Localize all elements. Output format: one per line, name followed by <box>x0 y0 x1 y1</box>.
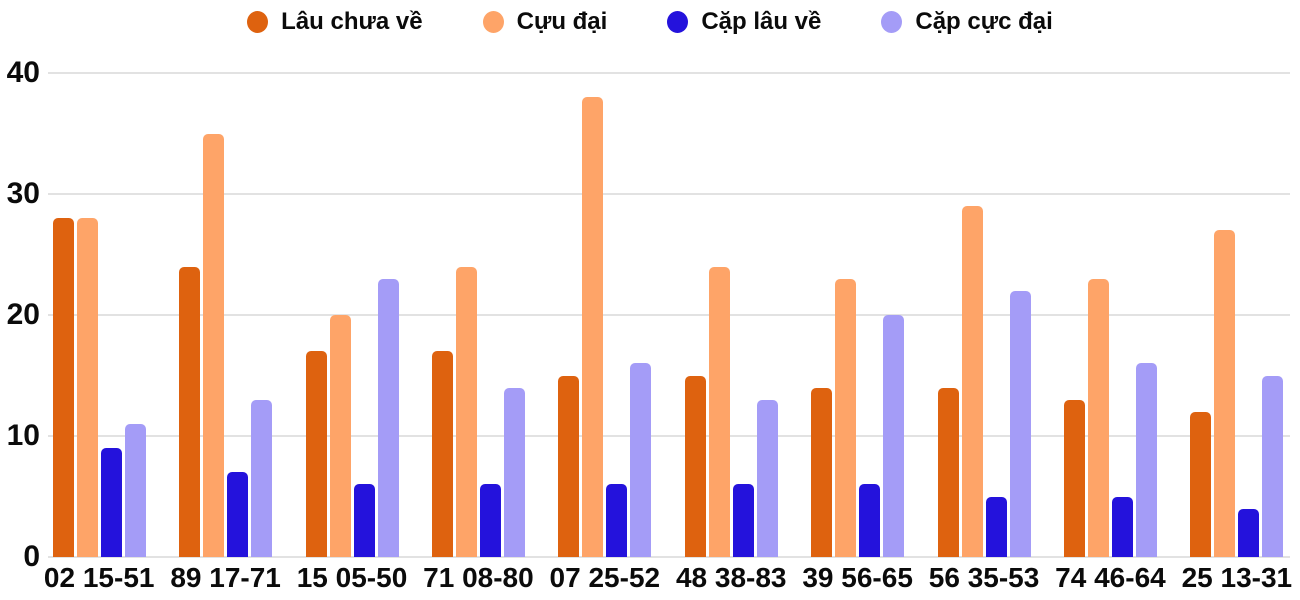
bar-series-3 <box>1262 375 1284 557</box>
bar-series-3 <box>630 363 652 557</box>
legend-dot-icon <box>667 11 689 33</box>
bar-series-0 <box>937 387 959 557</box>
bar-series-2 <box>859 484 881 557</box>
gridline-0 <box>48 556 1290 558</box>
x-tick-label: 25 13-31 <box>1181 562 1293 593</box>
bar-series-0 <box>431 351 453 557</box>
legend-dot-icon <box>247 11 269 33</box>
bar-series-2 <box>732 484 754 557</box>
bar-series-2 <box>985 496 1007 557</box>
legend-dot-icon <box>482 11 504 33</box>
legend-label: Cựu đại <box>516 8 608 35</box>
bar-series-2 <box>1111 496 1133 557</box>
bar-series-0 <box>811 387 833 557</box>
y-tick-label: 0 <box>23 540 40 573</box>
bar-series-0 <box>179 266 201 557</box>
legend-item-0: Lâu chưa về <box>247 8 423 35</box>
bar-series-1 <box>582 97 604 557</box>
bar-series-3 <box>251 399 273 557</box>
bar-series-2 <box>1238 508 1260 557</box>
x-axis: 02 15-51 89 17-71 15 05-50 71 08-80 07 25-52… <box>36 562 1300 594</box>
bar-series-1 <box>203 133 225 557</box>
bar-series-3 <box>1135 363 1157 557</box>
bar-series-3 <box>124 423 146 557</box>
x-tick-label: 02 15-51 <box>43 562 155 593</box>
legend-dot-icon <box>881 11 903 33</box>
gridline-20 <box>48 314 1290 316</box>
legend-label: Cặp lâu về <box>701 8 822 35</box>
x-tick-label: 07 25-52 <box>549 562 661 593</box>
bar-group <box>162 73 288 557</box>
bar-series-1 <box>1214 230 1236 557</box>
bar-series-2 <box>606 484 628 557</box>
bar-series-1 <box>961 206 983 557</box>
legend-label: Lâu chưa về <box>281 8 423 35</box>
bar-series-1 <box>329 315 351 557</box>
gridline-40 <box>48 72 1290 74</box>
x-tick-label: 15 05-50 <box>296 562 408 593</box>
bar-series-2 <box>353 484 375 557</box>
legend-item-2: Cặp lâu về <box>667 10 821 34</box>
y-tick-label: 20 <box>6 298 40 331</box>
bar-series-1 <box>76 218 98 557</box>
bar-series-2 <box>227 472 249 557</box>
x-tick-label: 48 38-83 <box>675 562 787 593</box>
bar-series-3 <box>883 315 905 557</box>
bar-group <box>794 73 920 557</box>
x-tick-label: 89 17-71 <box>170 562 281 593</box>
x-tick-label: 56 35-53 <box>928 562 1040 593</box>
bar-group <box>1047 73 1173 557</box>
gridline-30 <box>48 193 1290 195</box>
x-tick-label: 71 08-80 <box>423 562 534 593</box>
bar-group <box>415 73 541 557</box>
bar-series-1 <box>1087 278 1109 557</box>
x-tick-label: 74 46-64 <box>1055 562 1166 593</box>
bar-series-1 <box>708 266 730 557</box>
legend-item-1: Cựu đại <box>482 8 608 35</box>
bar-series-3 <box>756 399 778 557</box>
bar-series-2 <box>479 484 501 557</box>
bar-series-0 <box>1063 399 1085 557</box>
gridline-10 <box>48 435 1290 437</box>
bar-series-0 <box>684 375 706 557</box>
bar-group <box>542 73 668 557</box>
legend: Lâu chưa về Cựu đại Cặp lâu về Cặp cực đại <box>0 10 1300 34</box>
y-tick-label: 40 <box>6 56 40 89</box>
legend-item-3: Cặp cực đại <box>881 8 1053 35</box>
bar-series-3 <box>377 278 399 557</box>
plot-area <box>36 73 1300 557</box>
bar-series-3 <box>1009 290 1031 557</box>
bar-group <box>921 73 1047 557</box>
legend-label: Cặp cực đại <box>915 8 1053 35</box>
bar-series-0 <box>558 375 580 557</box>
bar-series-1 <box>455 266 477 557</box>
bar-series-2 <box>100 448 122 557</box>
y-tick-label: 10 <box>6 419 40 452</box>
bar-group <box>36 73 162 557</box>
bar-series-0 <box>1190 411 1212 557</box>
bar-series-1 <box>835 278 857 557</box>
x-tick-label: 39 56-65 <box>802 562 913 593</box>
bar-group <box>668 73 794 557</box>
bar-series-0 <box>52 218 74 557</box>
y-tick-label: 30 <box>6 177 40 210</box>
bar-group <box>1174 73 1300 557</box>
bar-group <box>289 73 415 557</box>
bar-series-3 <box>503 387 525 557</box>
bar-series-0 <box>305 351 327 557</box>
